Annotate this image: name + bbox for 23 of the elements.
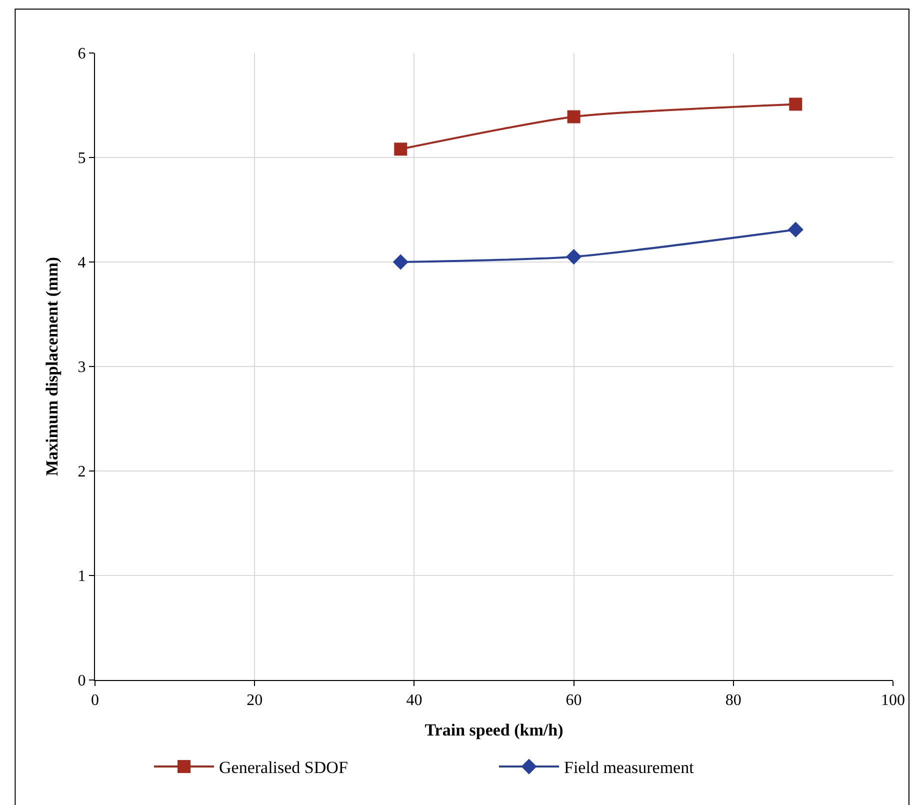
- y-tick-label: 3: [78, 359, 86, 376]
- y-tick-label: 4: [78, 254, 86, 272]
- x-tick-label: 60: [566, 692, 582, 710]
- point: [567, 110, 580, 124]
- y-tick-label: 1: [78, 568, 86, 586]
- x-tick-label: 100: [881, 692, 905, 710]
- legend-label: Field measurement: [564, 758, 694, 778]
- x-tick-label: 20: [246, 692, 263, 710]
- y-tick-label: 0: [78, 672, 86, 690]
- x-axis-title: Train speed (km/h): [424, 720, 564, 740]
- point: [392, 254, 408, 270]
- y-tick-label: 5: [78, 150, 86, 168]
- point: [566, 248, 582, 265]
- y-tick-label: 6: [78, 46, 86, 63]
- x-tick-label: 40: [406, 692, 422, 710]
- legend-label: Generalised SDOF: [219, 758, 348, 778]
- point: [789, 98, 802, 111]
- x-tick-label: 80: [725, 692, 742, 710]
- x-tick-label: 0: [91, 692, 99, 710]
- y-tick-label: 2: [78, 464, 86, 481]
- y-axis-title: Maximum displacement (mm): [42, 256, 62, 476]
- point: [788, 222, 804, 238]
- point: [394, 142, 408, 156]
